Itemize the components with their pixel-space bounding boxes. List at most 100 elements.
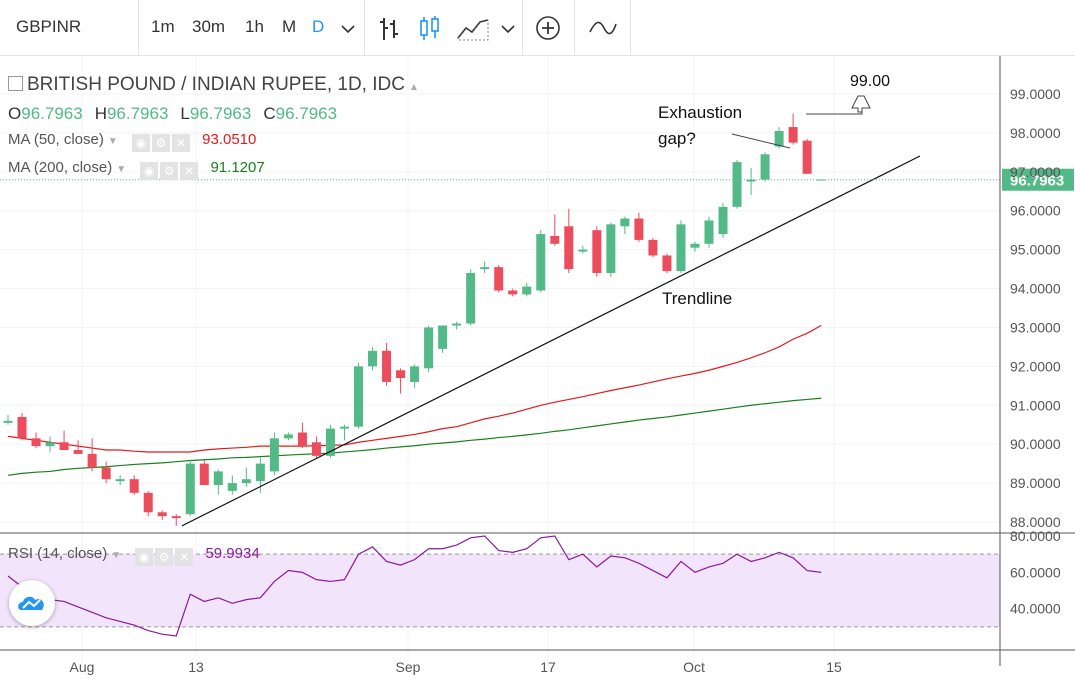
low-label: L [180,104,190,123]
price-tick-label: 99.0000 [1010,86,1061,102]
up-arrow-icon [851,95,871,113]
chevron-down-icon[interactable] [338,14,358,42]
candle-body [704,220,714,244]
candle-body [648,239,658,256]
eye-icon[interactable]: ◉ [140,162,159,180]
candle-body [382,350,392,382]
ma50-line [7,324,822,453]
candle-body [283,434,293,439]
candle-body [157,512,167,517]
interval-1m-button[interactable]: 1m [151,17,175,36]
candle-body [368,350,378,367]
open-label: O [8,104,22,123]
top-toolbar: GBPINR 1m 30m 1h M D [0,0,1075,56]
candle-body [466,272,476,324]
chart-title: BRITISH POUND / INDIAN RUPEE, 1D, IDC [27,74,405,95]
candle-body [550,236,560,244]
candle-body [788,127,798,143]
chevron-down-icon[interactable]: ▼ [107,136,118,147]
candle-body [311,442,321,456]
ma50-label: MA (50, close) [8,131,104,148]
chevron-down-icon[interactable]: ▼ [111,550,122,561]
candle-body [662,255,672,272]
candle-body [339,426,349,429]
symbol-search[interactable]: GBPINR [16,17,82,36]
ma50-legend[interactable]: MA (50, close) ▼ ◉ ⚙ ✕ 93.0510 [8,131,256,152]
gear-icon[interactable]: ⚙ [155,548,174,566]
candle-body [143,492,153,513]
price-tick-label: 90.0000 [1010,436,1061,452]
rsi-line [7,535,822,637]
time-tick-label: Sep [396,659,421,675]
ma200-line [7,397,822,476]
candle-body [101,467,111,480]
candle-body [17,416,27,439]
close-icon[interactable]: ✕ [180,162,199,180]
chevron-down-icon[interactable]: ▼ [116,164,127,175]
interval-1h-button[interactable]: 1h [245,17,264,36]
candle-body [115,479,125,482]
compare-wave-icon[interactable] [588,14,618,42]
gear-icon[interactable]: ⚙ [151,134,170,152]
add-indicator-icon[interactable] [534,14,562,42]
chevron-down-icon[interactable] [498,14,518,42]
candle-body [325,428,335,456]
time-tick-label: Aug [70,659,95,675]
trendline [181,155,921,527]
candle-body [73,450,83,454]
ma200-legend[interactable]: MA (200, close) ▼ ◉ ⚙ ✕ 91.1207 [8,159,265,180]
price-tick-label: 91.0000 [1010,397,1061,413]
candle-body [816,179,826,181]
price-tick-label: 95.0000 [1010,242,1061,258]
time-tick-label: 15 [826,659,842,675]
candle-body [3,420,13,423]
price-chart[interactable]: 96.7963 99.00 Exhaustion gap? Trendline 88.0… [0,56,1075,689]
collapse-icon[interactable] [8,76,23,91]
eye-icon[interactable]: ◉ [131,134,150,152]
gear-icon[interactable]: ⚙ [160,162,179,180]
low-value: 96.7963 [189,104,252,123]
candle-body [802,140,812,174]
candles-icon[interactable] [416,14,444,42]
interval-30m-button[interactable]: 30m [192,17,226,36]
candle-body [578,249,588,252]
toolbar-divider [364,0,365,55]
candle-body [227,483,237,491]
high-label: H [94,104,107,123]
interval-d-button[interactable]: D [312,17,325,36]
bar-chart-icon[interactable] [376,14,404,42]
ma200-value: 91.1207 [210,159,265,176]
toolbar-divider [574,0,575,55]
time-tick-label: 13 [188,659,204,675]
candle-body [31,438,41,447]
logo-button[interactable] [9,580,55,626]
candle-body [760,154,770,180]
candle-body [45,442,55,447]
candle-body [676,224,686,272]
rsi-legend[interactable]: RSI (14, close) ▼ ◉ ⚙ ✕ 59.9934 [8,545,260,566]
chevron-down-icon[interactable]: ▲ [408,82,419,93]
ma200-label: MA (200, close) [8,159,113,176]
close-icon[interactable]: ✕ [175,548,194,566]
price-tick-label: 97.0000 [1010,164,1061,180]
toolbar-divider [138,0,139,55]
last-price-label: 96.7963 [1010,173,1064,190]
price-tick-label: 88.0000 [1010,514,1061,530]
close-icon[interactable]: ✕ [171,134,190,152]
candle-body [634,218,644,240]
candle-body [241,479,251,484]
candle-body [606,224,616,273]
exhaustion-pointer [731,133,791,149]
eye-icon[interactable]: ◉ [135,548,154,566]
candle-body [199,463,209,486]
toolbar-divider [522,0,523,55]
candle-body [718,206,728,235]
candle-body [213,471,223,486]
exhaustion-label-line2: gap? [658,129,696,148]
candle-body [592,230,602,273]
candle-body [564,226,574,270]
time-tick-label: Oct [683,659,705,675]
interval-m-button[interactable]: M [282,17,297,36]
area-chart-icon[interactable] [456,14,490,42]
exhaustion-label-line1: Exhaustion [658,103,742,122]
